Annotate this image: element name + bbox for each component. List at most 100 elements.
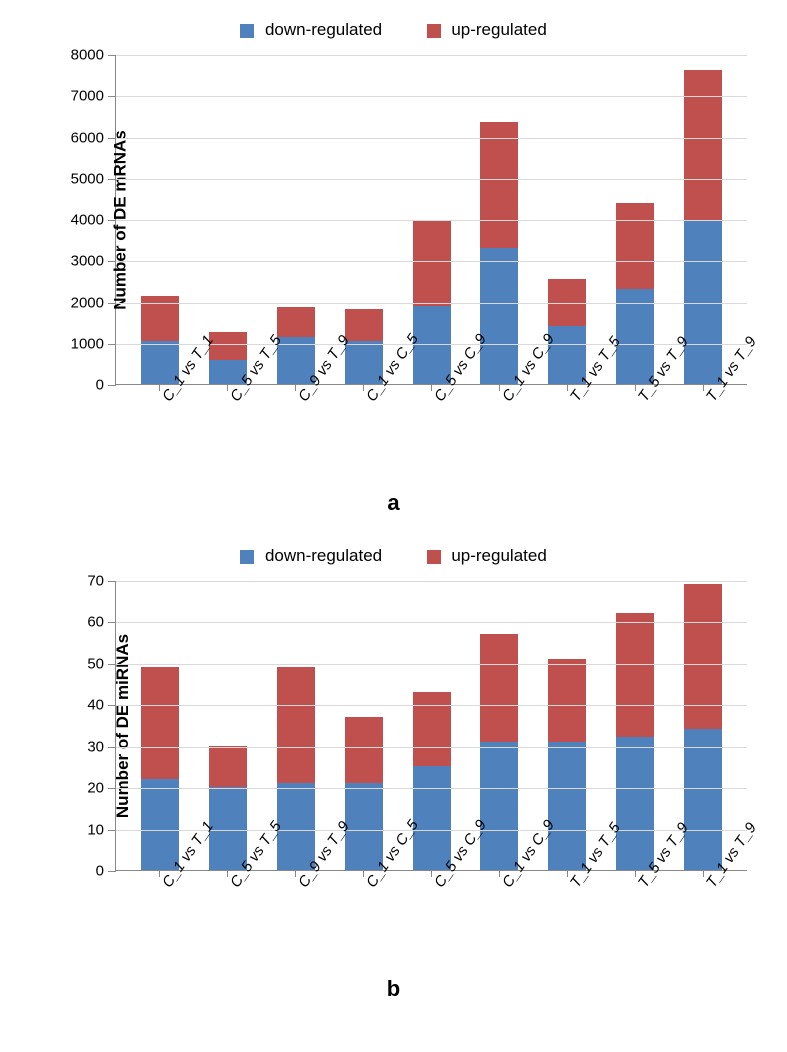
y-tick (108, 664, 116, 665)
bar (548, 659, 586, 870)
bar (141, 667, 179, 870)
x-tick (363, 871, 364, 877)
bar-seg-up (480, 634, 518, 742)
bar-slot (126, 581, 194, 870)
gridline (116, 96, 747, 97)
bar-seg-up (277, 307, 315, 337)
bar-seg-down (480, 742, 518, 870)
y-tick (108, 179, 116, 180)
x-label-slot: C_5 vs C_9 (397, 871, 465, 981)
y-tick (108, 303, 116, 304)
bar (209, 746, 247, 870)
x-label-slot: C_5 vs C_9 (397, 385, 465, 495)
x-label-slot: C_5 vs T_5 (193, 385, 261, 495)
plot-area-a: Number of DE mRNAs 010002000300040005000… (115, 55, 747, 385)
y-tick (108, 55, 116, 56)
x-tick (295, 385, 296, 391)
x-tick (159, 871, 160, 877)
gridline (116, 664, 747, 665)
y-tick-label: 0 (96, 377, 104, 394)
bar-seg-up (209, 746, 247, 787)
x-label-slot: T_5 vs T_9 (601, 871, 669, 981)
x-label-slot: C_1 vs C_5 (329, 871, 397, 981)
legend-swatch-down (240, 24, 254, 38)
legend-item-down: down-regulated (240, 20, 382, 40)
y-tick (108, 138, 116, 139)
legend-label-up-b: up-regulated (451, 546, 546, 565)
x-label-slot: C_1 vs C_9 (465, 385, 533, 495)
x-label-slot: T_1 vs T_9 (669, 385, 737, 495)
y-tick-label: 10 (87, 821, 104, 838)
bar-seg-down (548, 742, 586, 870)
y-tick (108, 344, 116, 345)
bar-seg-up (277, 667, 315, 783)
x-label-slot: T_1 vs T_5 (533, 871, 601, 981)
y-tick (108, 788, 116, 789)
y-tick (108, 830, 116, 831)
y-tick-label: 60 (87, 614, 104, 631)
bar (684, 70, 722, 384)
y-tick-label: 20 (87, 780, 104, 797)
y-tick-label: 70 (87, 573, 104, 590)
y-tick (108, 705, 116, 706)
bar-seg-up (413, 692, 451, 767)
y-tick-label: 8000 (71, 47, 104, 64)
bar-seg-up (548, 659, 586, 742)
legend-swatch-up-b (427, 550, 441, 564)
x-tick (295, 871, 296, 877)
bar-seg-up (616, 203, 654, 290)
x-tick (363, 385, 364, 391)
x-label-slot: C_1 vs T_1 (125, 385, 193, 495)
y-tick-label: 7000 (71, 88, 104, 105)
bar (141, 296, 179, 384)
bar-seg-down (413, 766, 451, 870)
bar-seg-up (616, 613, 654, 737)
bar (345, 717, 383, 870)
y-tick (108, 747, 116, 748)
gridline (116, 622, 747, 623)
x-label-slot: C_1 vs C_9 (465, 871, 533, 981)
chart-a: down-regulated up-regulated Number of DE… (20, 20, 767, 516)
x-tick (635, 871, 636, 877)
x-tick (499, 385, 500, 391)
y-tick (108, 622, 116, 623)
x-label-slot: C_9 vs T_9 (261, 871, 329, 981)
y-tick-label: 1000 (71, 335, 104, 352)
gridline (116, 581, 747, 582)
bar-seg-up (684, 70, 722, 221)
y-tick-label: 50 (87, 655, 104, 672)
bar-seg-up (684, 584, 722, 729)
legend-a: down-regulated up-regulated (20, 20, 767, 40)
bar-seg-down (684, 729, 722, 870)
bar (480, 634, 518, 870)
y-tick (108, 220, 116, 221)
x-labels-b: C_1 vs T_1C_5 vs T_5C_9 vs T_9C_1 vs C_5… (115, 871, 747, 981)
bar-seg-down (616, 737, 654, 870)
gridline (116, 55, 747, 56)
y-tick-label: 3000 (71, 253, 104, 270)
x-labels-a: C_1 vs T_1C_5 vs T_5C_9 vs T_9C_1 vs C_5… (115, 385, 747, 495)
x-tick (159, 385, 160, 391)
x-tick (567, 385, 568, 391)
legend-item-up-b: up-regulated (427, 546, 547, 566)
y-tick-label: 4000 (71, 212, 104, 229)
gridline (116, 303, 747, 304)
x-tick (431, 385, 432, 391)
y-tick-label: 40 (87, 697, 104, 714)
gridline (116, 747, 747, 748)
y-tick-label: 0 (96, 863, 104, 880)
bar-seg-down (141, 779, 179, 870)
legend-b: down-regulated up-regulated (20, 546, 767, 566)
bar-seg-up (209, 332, 247, 360)
y-tick (108, 581, 116, 582)
gridline (116, 220, 747, 221)
x-tick (635, 385, 636, 391)
bar (548, 279, 586, 384)
x-label-slot: T_1 vs T_5 (533, 385, 601, 495)
x-tick (227, 871, 228, 877)
x-label-slot: T_5 vs T_9 (601, 385, 669, 495)
x-tick (499, 871, 500, 877)
legend-label-up: up-regulated (451, 20, 546, 39)
gridline (116, 179, 747, 180)
legend-label-down: down-regulated (265, 20, 382, 39)
